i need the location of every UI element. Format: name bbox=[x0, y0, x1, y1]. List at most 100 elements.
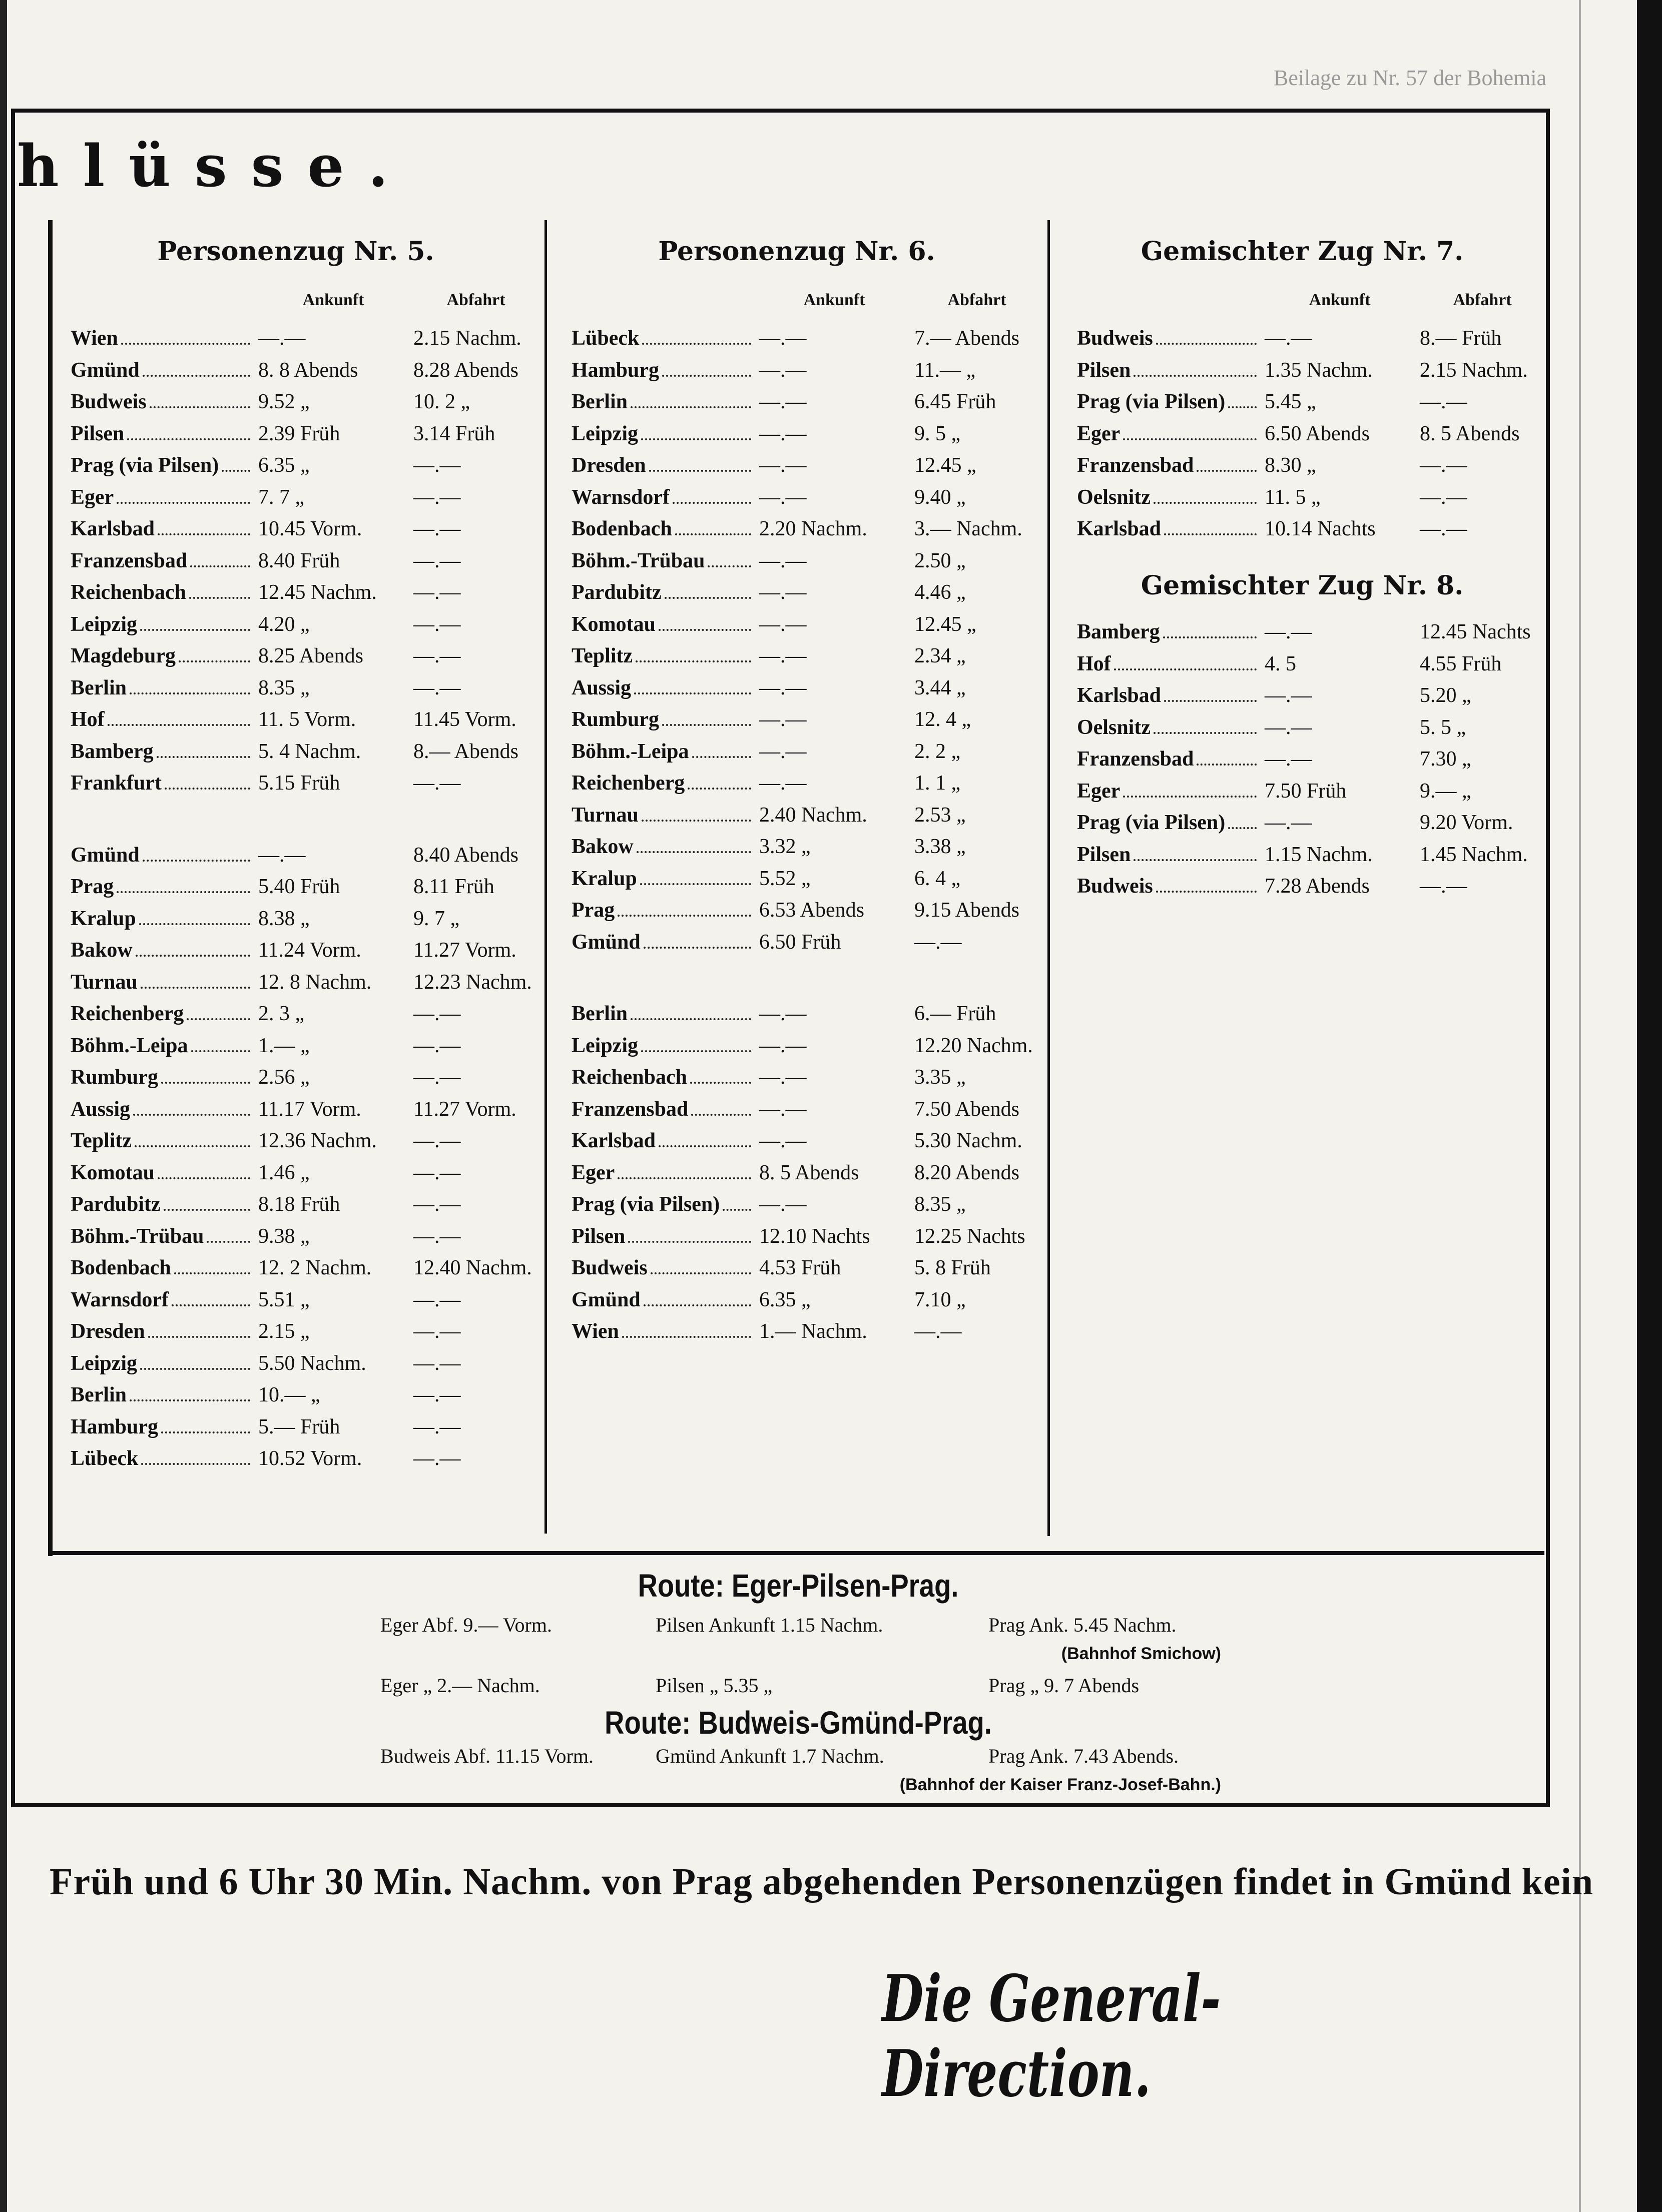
station: Budweis bbox=[1077, 326, 1260, 350]
departure: —.— bbox=[413, 581, 461, 604]
leader bbox=[631, 406, 751, 408]
arrival: 1.46 „ bbox=[258, 1161, 310, 1184]
station: Oelsnitz bbox=[1077, 715, 1260, 740]
departure: —.— bbox=[413, 1288, 461, 1311]
station: Böhm.-Leipa bbox=[71, 1034, 253, 1058]
leader bbox=[1197, 470, 1257, 472]
station: Pilsen bbox=[1077, 843, 1260, 867]
timetable-row: Berlin 8.35 „ —.— bbox=[71, 676, 543, 707]
station: Warnsdorf bbox=[572, 485, 754, 509]
column-rule bbox=[544, 220, 547, 1534]
timetable-row: Reichenberg —.— 1. 1 „ bbox=[572, 771, 1044, 803]
leader bbox=[1153, 501, 1257, 504]
station: Prag (via Pilsen) bbox=[71, 453, 253, 477]
station-name: Oelsnitz bbox=[1077, 715, 1151, 739]
train-title: Personenzug Nr. 5. bbox=[157, 236, 434, 267]
column-rule bbox=[1047, 220, 1050, 1536]
timetable-row: Bamberg —.— 12.45 Nachts bbox=[1077, 620, 1550, 651]
arrival: —.— bbox=[759, 1193, 807, 1216]
leader bbox=[649, 470, 751, 472]
station-name: Budweis bbox=[71, 390, 147, 413]
station-name: Komotau bbox=[572, 612, 656, 636]
station: Berlin bbox=[71, 1383, 253, 1407]
station: Leipzig bbox=[71, 612, 253, 636]
station-name: Turnau bbox=[572, 803, 639, 827]
timetable-row: Böhm.-Trübau —.— 2.50 „ bbox=[572, 549, 1044, 580]
timetable-row: Bamberg 5. 4 Nachm. 8.— Abends bbox=[71, 740, 543, 771]
timetable-row: Frankfurt 5.15 Früh —.— bbox=[71, 771, 543, 803]
timetable-row: Pilsen 1.15 Nachm. 1.45 Nachm. bbox=[1077, 843, 1550, 874]
timetable-row: Pilsen 2.39 Früh 3.14 Früh bbox=[71, 422, 543, 453]
arrival: 2.20 Nachm. bbox=[759, 517, 867, 540]
arrival: —.— bbox=[1265, 811, 1312, 834]
station-name: Wien bbox=[71, 327, 118, 350]
leader bbox=[631, 1018, 751, 1020]
station: Leipzig bbox=[71, 1351, 253, 1375]
timetable-row: Aussig —.— 3.44 „ bbox=[572, 676, 1044, 707]
timetable-row: Bodenbach 12. 2 Nachm. 12.40 Nachm. bbox=[71, 1256, 543, 1287]
arrival: 2.15 „ bbox=[258, 1320, 310, 1343]
station-name: Pilsen bbox=[1077, 358, 1131, 382]
station: Wien bbox=[71, 326, 253, 350]
arrival: 8.18 Früh bbox=[258, 1193, 340, 1216]
leader bbox=[140, 628, 250, 631]
leader bbox=[1228, 406, 1257, 408]
departure: —.— bbox=[413, 1193, 461, 1216]
arrival: 1.15 Nachm. bbox=[1265, 843, 1373, 866]
departure: 8.40 Abends bbox=[413, 843, 518, 867]
timetable-row: Prag (via Pilsen) 5.45 „ —.— bbox=[1077, 390, 1550, 421]
leader bbox=[1156, 343, 1257, 345]
arrival: 11.24 Vorm. bbox=[258, 939, 361, 962]
route-stop: Prag Ank. 7.43 Abends. bbox=[988, 1745, 1179, 1767]
timetable-row: Teplitz —.— 2.34 „ bbox=[572, 644, 1044, 675]
station-name: Karlsbad bbox=[71, 517, 155, 540]
arrival: 10.45 Vorm. bbox=[258, 517, 362, 540]
station: Turnau bbox=[71, 970, 253, 994]
arrival: —.— bbox=[759, 327, 807, 350]
station: Bamberg bbox=[71, 740, 253, 764]
departure: —.— bbox=[413, 1383, 461, 1406]
timetable-row: Hamburg 5.— Früh —.— bbox=[71, 1415, 543, 1446]
timetable-row: Karlsbad 10.45 Vorm. —.— bbox=[71, 517, 543, 548]
arrival: 8.25 Abends bbox=[258, 644, 363, 667]
departure: 8.28 Abends bbox=[413, 358, 518, 382]
timetable-row: Pardubitz —.— 4.46 „ bbox=[572, 580, 1044, 612]
timetable-row: Oelsnitz —.— 5. 5 „ bbox=[1077, 715, 1550, 747]
timetable-row: Gmünd —.— 8.40 Abends bbox=[71, 843, 543, 875]
timetable-row: Reichenbach 12.45 Nachm. —.— bbox=[71, 580, 543, 612]
arrival: 10.14 Nachts bbox=[1265, 517, 1376, 540]
arrival: —.— bbox=[759, 390, 807, 413]
station-name: Leipzig bbox=[572, 422, 638, 445]
leader bbox=[172, 1304, 250, 1306]
station: Hof bbox=[1077, 652, 1260, 676]
station-name: Komotau bbox=[71, 1161, 155, 1184]
leader bbox=[641, 1050, 751, 1052]
leader bbox=[187, 1018, 250, 1020]
leader bbox=[659, 628, 751, 631]
departure: 4.46 „ bbox=[914, 581, 966, 604]
departure: —.— bbox=[413, 517, 461, 540]
station: Pilsen bbox=[71, 422, 253, 446]
arrival: —.— bbox=[258, 327, 306, 350]
arrival: 2.39 Früh bbox=[258, 422, 340, 445]
leader bbox=[1134, 859, 1257, 861]
timetable-row: Magdeburg 8.25 Abends —.— bbox=[71, 644, 543, 675]
leader bbox=[140, 986, 250, 989]
departure: —.— bbox=[1420, 485, 1467, 509]
arrival: 2.40 Nachm. bbox=[759, 803, 867, 827]
station: Prag (via Pilsen) bbox=[572, 1192, 754, 1216]
departure: 2.53 „ bbox=[914, 803, 966, 827]
departure: —.— bbox=[413, 1224, 461, 1248]
station: Budweis bbox=[572, 1256, 754, 1280]
station-name: Warnsdorf bbox=[572, 485, 670, 509]
station: Reichenberg bbox=[572, 771, 754, 795]
station-name: Leipzig bbox=[572, 1034, 638, 1057]
station: Aussig bbox=[71, 1097, 253, 1121]
timetable-row: Turnau 2.40 Nachm. 2.53 „ bbox=[572, 803, 1044, 835]
station: Eger bbox=[1077, 422, 1260, 446]
leader bbox=[642, 343, 751, 345]
departure: 8. 5 Abends bbox=[1420, 422, 1520, 445]
station-name: Karlsbad bbox=[1077, 684, 1162, 707]
arrival: 12. 8 Nachm. bbox=[258, 970, 372, 994]
timetable-row: Hamburg —.— 11.— „ bbox=[572, 358, 1044, 390]
